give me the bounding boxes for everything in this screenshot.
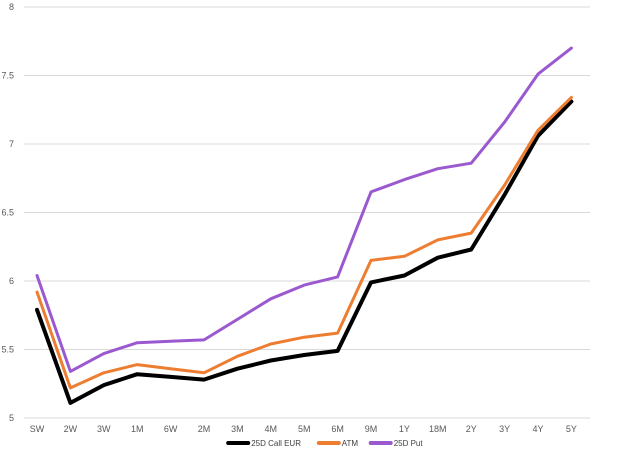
y-tick-label: 5 [9,413,14,423]
y-axis-tick-labels: 5 5.5 6 6.5 7 7.5 8 [1,2,14,423]
x-tick-label: 3M [231,424,244,434]
x-tick-label: 5M [298,424,311,434]
x-tick-label: 5Y [566,424,577,434]
legend-item: 25D Call EUR [226,439,301,448]
series-line [35,95,573,390]
y-tick-label: 6 [9,276,14,286]
legend-label: ATM [342,439,359,448]
y-tick-label: 7 [9,139,14,149]
legend-label: 25D Put [394,439,424,448]
series-line [35,46,573,373]
legend-item: 25D Put [368,439,424,448]
legend: 25D Call EUR ATM 25D Put [226,439,424,448]
x-tick-label: 2M [198,424,211,434]
x-tick-label: 3Y [499,424,510,434]
y-tick-label: 8 [9,2,14,12]
x-tick-label: 6M [331,424,344,434]
x-axis-tick-labels: SW 2W 3W 1M 6W 2M 3M 4M 5M 6M 9M 1Y 18M 2Y 3Y 4Y 5Y [30,424,577,434]
legend-item: ATM [316,439,359,448]
legend-label: 25D Call EUR [251,439,301,448]
x-tick-label: 1Y [399,424,410,434]
x-tick-label: 6W [164,424,178,434]
x-tick-label: 18M [429,424,447,434]
series-lines [35,46,574,405]
y-tick-label: 5.5 [1,345,14,355]
x-tick-label: 4Y [532,424,543,434]
x-tick-label: 2Y [466,424,477,434]
x-tick-label: SW [30,424,45,434]
y-tick-label: 7.5 [1,71,14,81]
x-tick-label: 2W [64,424,78,434]
x-tick-label: 3W [97,424,111,434]
x-tick-label: 4M [265,424,278,434]
series-line [35,99,574,405]
x-tick-label: 9M [365,424,378,434]
x-tick-label: 1M [131,424,144,434]
y-tick-label: 6.5 [1,208,14,218]
